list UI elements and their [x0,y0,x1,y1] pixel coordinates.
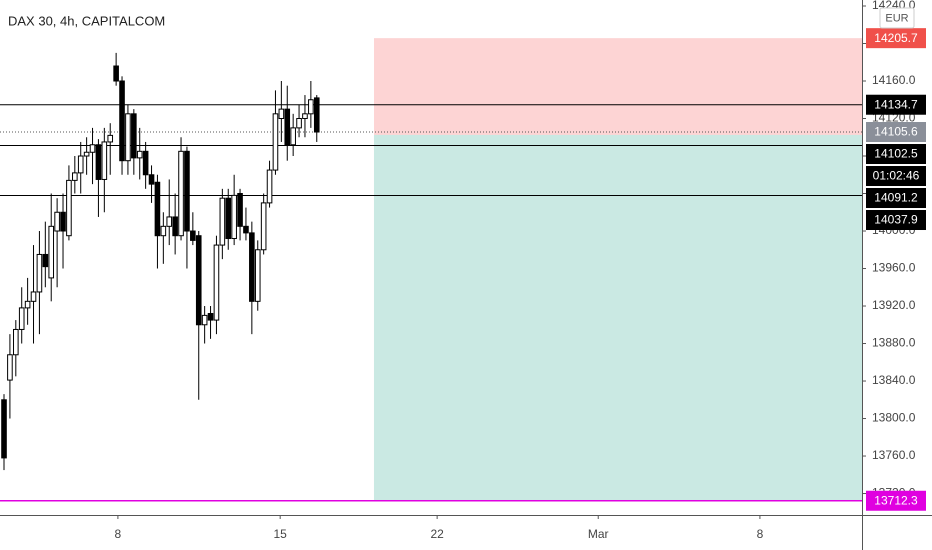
candle-body-up [201,314,208,326]
grid-layer [0,104,862,502]
price-label: 14105.6 [874,125,918,139]
candle-body-up [30,291,37,302]
y-tick-label: 14160.0 [872,73,916,87]
candle-body-up [18,307,25,330]
price-label: 14091.2 [874,191,918,205]
countdown-box [866,166,926,187]
label-layer: 14205.7 14134.7 14105.6 14102.5 01:02:46 1409… [866,28,926,511]
candle-body-up [260,202,267,251]
candle-body-down [131,113,137,159]
candle-body-down [243,225,249,234]
candle-body-down [313,97,320,133]
candle-body-up [13,328,19,356]
candle-body-down [1,399,7,459]
price-label: 14102.5 [874,147,918,161]
price-label: 13712.3 [874,493,918,507]
x-tick-label: Mar [588,527,609,541]
price-label-box [866,28,926,49]
target-zone [373,134,862,501]
candle-body-down [195,235,202,326]
candle-body-down [284,108,291,146]
candle-body-down [119,80,125,162]
candle-body-up [166,216,173,227]
candle-body-up [290,127,296,146]
candle-body-up [231,194,237,240]
candle-body-down [237,193,243,227]
candle-body-down [60,211,66,232]
candle-body-up [266,169,273,204]
candle-body-up [7,354,13,381]
candle-body-down [190,230,196,241]
candle-body-down [172,216,178,237]
candle-layer [1,52,320,471]
candle-body-down [249,232,255,302]
y-tick-label: 13840.0 [872,373,916,387]
candle-body-up [48,225,55,279]
y-tick-label: 13880.0 [872,336,916,350]
x-tick-label: 8 [757,527,764,541]
price-label-box [866,94,926,115]
position-layer [373,38,862,501]
countdown-label: 01:02:46 [873,169,920,183]
candle-body-up [302,113,308,120]
candle-body-up [89,144,96,153]
candle-body-down [184,150,190,232]
y-tick-label: 13760.0 [872,448,916,462]
price-label-box [866,210,926,231]
x-tick-label: 15 [273,527,287,541]
price-label-box [866,144,926,165]
candle-body-up [254,249,261,302]
candle-body-up [278,108,285,120]
candle-body-up [178,150,184,237]
price-label: 14134.7 [874,97,918,111]
candle-body-down [42,253,49,268]
candle-body-down [148,174,155,185]
candle-body-up [77,155,84,174]
candle-body-down [95,144,102,180]
candle-body-up [66,179,72,237]
candle-body-up [160,225,167,237]
candle-body-up [83,151,90,157]
candle-body-up [72,172,78,181]
candle-body-up [54,211,60,232]
candle-body-up [136,150,143,159]
candle-body-down [207,313,214,321]
y-tick-label: 13920.0 [872,298,916,312]
candle-body-up [101,141,108,180]
candle-body-up [272,113,279,171]
chart-title: DAX 30, 4h, CAPITALCOM [8,13,165,28]
price-label: 14037.9 [874,213,918,227]
candle-body-down [113,65,119,82]
candle-body-down [142,150,149,176]
candle-body-up [24,300,31,309]
y-tick-label: 13960.0 [872,261,916,275]
price-label-box [866,490,926,511]
candle-body-up [36,253,43,293]
stop-zone [373,38,862,135]
candle-body-up [107,134,114,143]
currency-label: EUR [885,12,908,24]
price-label: 14205.7 [874,31,918,45]
x-tick-label: 22 [430,527,444,541]
candle-body-up [296,118,302,129]
x-tick-label: 8 [115,527,122,541]
candle-body-down [225,197,232,240]
candle-body-up [213,244,220,321]
currency-badge[interactable] [879,7,915,29]
y-tick-label: 13800.0 [872,411,916,425]
candle-body-up [219,197,226,246]
price-label-box [866,122,926,143]
candle-body-up [308,99,314,115]
candle-body-down [154,181,161,237]
candle-body-up [125,113,131,162]
price-label-box [866,188,926,209]
